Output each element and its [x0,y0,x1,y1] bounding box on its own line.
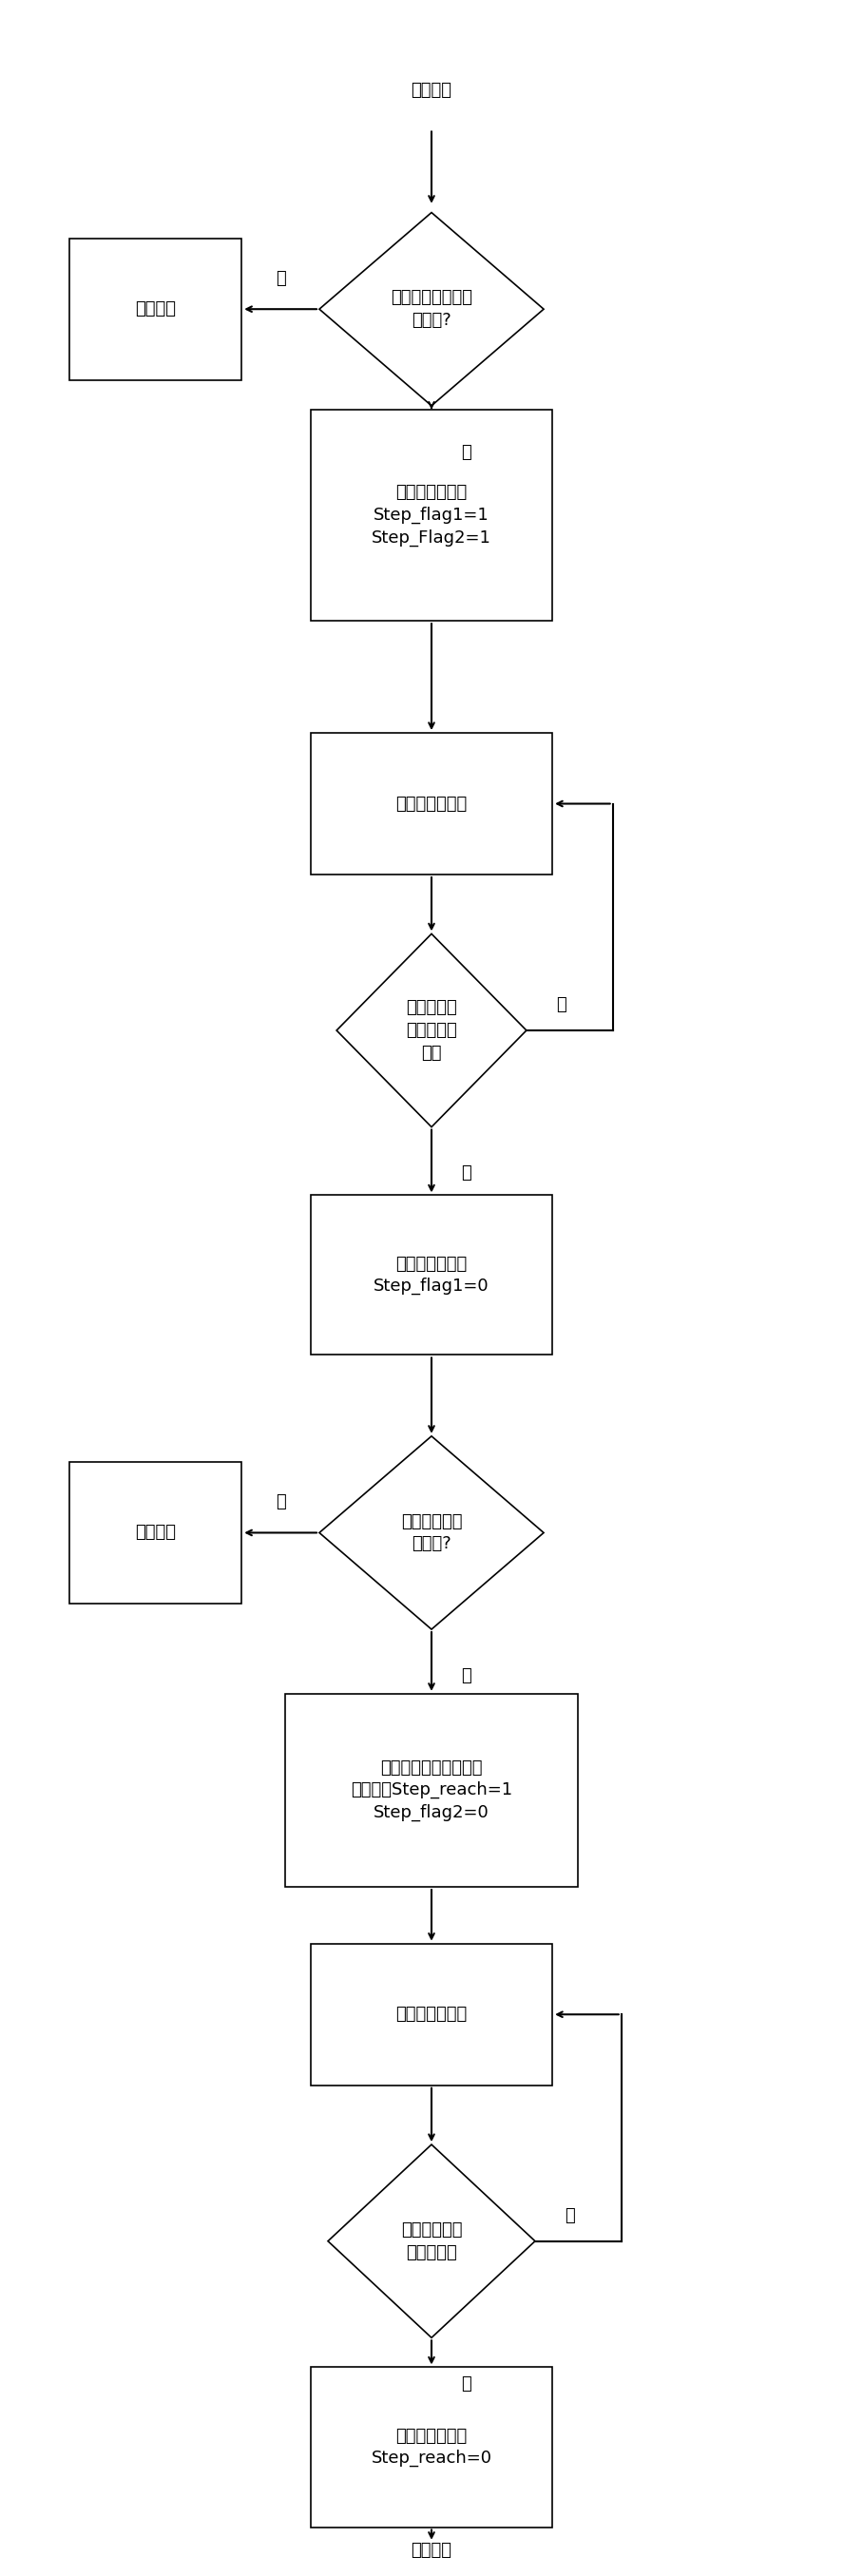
Text: 是: 是 [461,1164,471,1182]
Text: 进埠控制量整形: 进埠控制量整形 [396,2007,467,2022]
FancyBboxPatch shape [69,1463,242,1602]
Text: 进埠标志清零：
Step_reach=0: 进埠标志清零： Step_reach=0 [371,2427,492,2468]
Text: 否: 否 [556,997,566,1012]
Text: 进埠标志置位，阶跃标
志清零：Step_reach=1
Step_flag2=0: 进埠标志置位，阶跃标 志清零：Step_reach=1 Step_flag2=0 [350,1759,513,1821]
FancyBboxPatch shape [311,1945,552,2087]
Text: 是: 是 [461,2375,471,2393]
Text: 位置误差小于
设定值?: 位置误差小于 设定值? [400,1512,463,1553]
Text: 阶跃响应电流
在允许范围: 阶跃响应电流 在允许范围 [400,2221,463,2262]
Text: 响应信号: 响应信号 [135,301,176,317]
Text: 起跃控制量整形: 起跃控制量整形 [396,796,467,811]
FancyBboxPatch shape [285,1695,578,1886]
Text: 阶跃响应电
流在允许范
围内: 阶跃响应电 流在允许范 围内 [406,999,457,1061]
Text: 否: 否 [275,270,286,286]
Polygon shape [319,1437,544,1628]
Polygon shape [319,214,544,404]
Text: 指令变化幅度超过
设定值?: 指令变化幅度超过 设定值? [391,289,472,330]
Text: 响应信号: 响应信号 [135,1525,176,1540]
Text: 阶跃标志置位：
Step_flag1=1
Step_Flag2=1: 阶跃标志置位： Step_flag1=1 Step_Flag2=1 [372,484,491,546]
Text: 否: 否 [275,1494,286,1510]
Text: 是: 是 [461,443,471,461]
FancyBboxPatch shape [311,2367,552,2527]
FancyBboxPatch shape [311,1195,552,1355]
Text: 响应信号: 响应信号 [411,2543,452,2558]
FancyBboxPatch shape [311,410,552,621]
Text: 阶跃标志清零：
Step_flag1=0: 阶跃标志清零： Step_flag1=0 [374,1255,489,1296]
Text: 否: 否 [564,2208,575,2223]
FancyBboxPatch shape [311,732,552,876]
Polygon shape [328,2143,535,2339]
FancyBboxPatch shape [69,237,242,379]
Polygon shape [337,935,526,1128]
Text: 指令信号: 指令信号 [411,82,452,98]
Text: 是: 是 [461,1667,471,1685]
